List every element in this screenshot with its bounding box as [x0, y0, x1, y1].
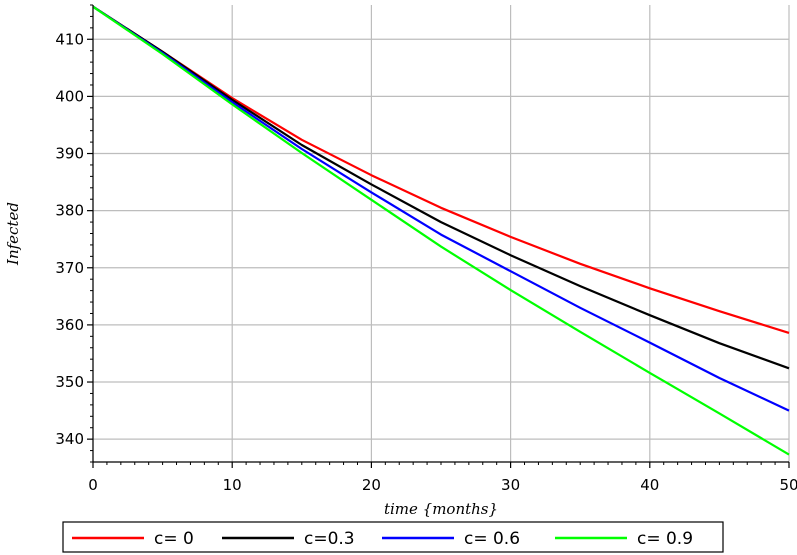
y-tick-label: 360: [55, 316, 84, 334]
y-tick-label: 410: [55, 30, 84, 48]
legend-label-1: c= 0: [154, 529, 194, 549]
series-lines: [92, 5, 790, 456]
axes: [87, 5, 790, 468]
y-tick-label: 380: [55, 202, 84, 220]
tick-labels: 0 10 20 30 40 50 340 350 360 370 380 390 400 410: [55, 30, 797, 494]
y-tick-label: 400: [55, 87, 84, 105]
y-axis-label: Infected: [4, 202, 22, 266]
series-line-2: [92, 5, 790, 370]
minor-ticks: [90, 4, 776, 465]
y-tick-label: 350: [55, 373, 84, 391]
y-tick-label: 370: [55, 259, 84, 277]
x-tick-label: 20: [362, 476, 381, 494]
legend: c= 0 c=0.3 c= 0.6 c= 0.9: [62, 521, 724, 553]
series-line-1: [92, 5, 790, 334]
series-line-3: [92, 5, 790, 412]
x-tick-label: 40: [640, 476, 659, 494]
legend-label-3: c= 0.6: [464, 529, 520, 549]
x-tick-label: 10: [223, 476, 242, 494]
legend-label-2: c=0.3: [304, 529, 355, 549]
y-tick-label: 390: [55, 145, 84, 163]
x-tick-label: 50: [779, 476, 797, 494]
grid-lines: [92, 5, 790, 462]
x-tick-label: 30: [501, 476, 520, 494]
legend-label-4: c= 0.9: [637, 529, 693, 549]
series-line-4: [92, 5, 790, 456]
y-tick-label: 340: [55, 430, 84, 448]
x-axis-label: time {months}: [384, 500, 498, 518]
x-tick-label: 0: [88, 476, 98, 494]
